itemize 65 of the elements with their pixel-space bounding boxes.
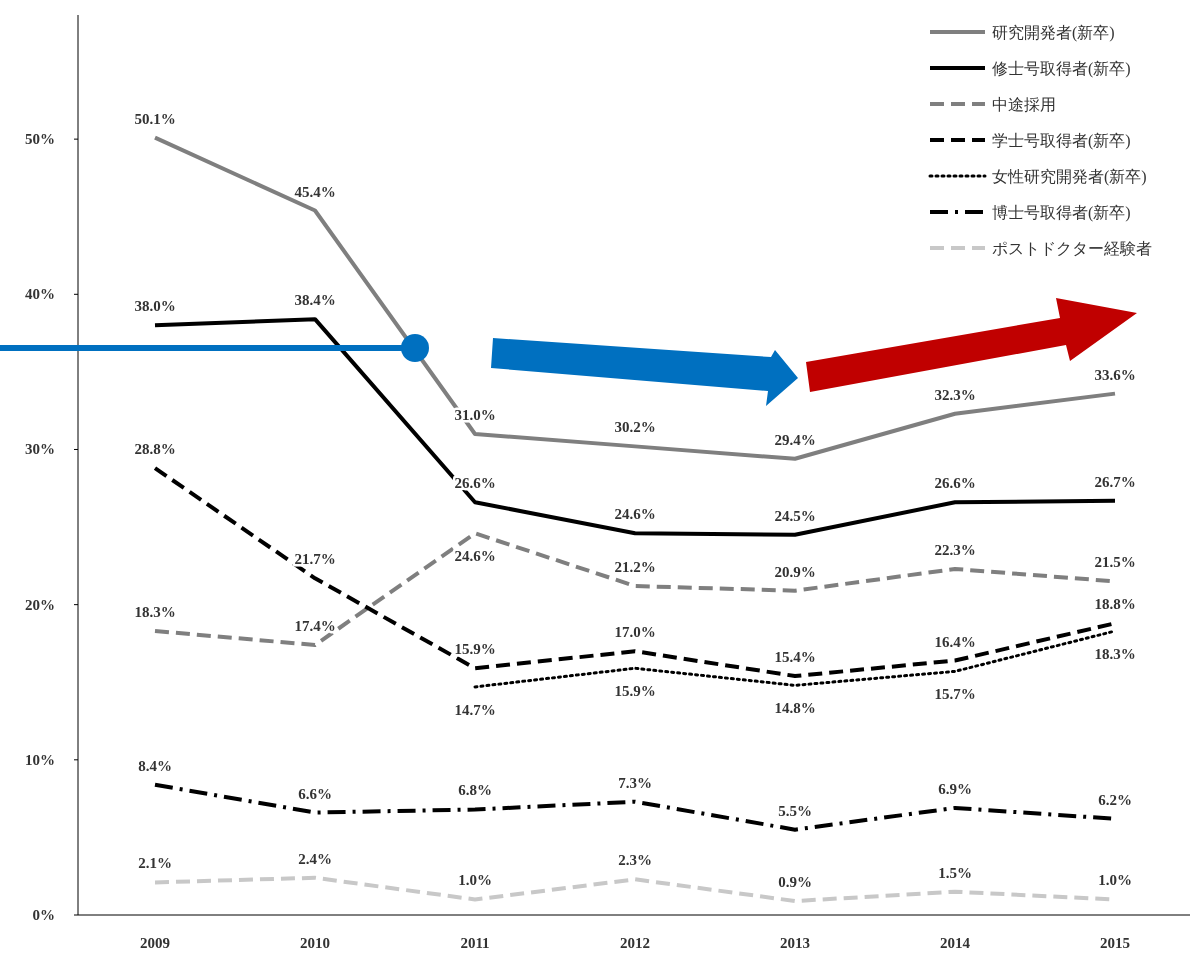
- data-label: 7.3%: [618, 774, 652, 791]
- data-label: 29.4%: [774, 431, 816, 448]
- data-label: 20.9%: [774, 563, 816, 580]
- data-label: 38.0%: [134, 298, 176, 315]
- data-label: 1.5%: [938, 864, 972, 881]
- data-label: 26.6%: [934, 475, 976, 492]
- data-label: 15.7%: [934, 686, 976, 703]
- data-label: 15.4%: [774, 649, 816, 666]
- data-label: 1.0%: [1098, 872, 1132, 889]
- data-label: 6.9%: [938, 780, 972, 797]
- data-label: 0.9%: [778, 874, 812, 891]
- data-label: 8.4%: [138, 757, 172, 774]
- x-tick-label: 2015: [1100, 935, 1130, 951]
- data-label: 14.7%: [454, 701, 496, 718]
- data-label: 6.6%: [298, 785, 332, 802]
- legend-label: 中途採用: [992, 96, 1056, 113]
- data-label: 18.8%: [1094, 596, 1136, 613]
- data-label: 2.4%: [298, 850, 332, 867]
- data-label: 24.6%: [454, 548, 496, 565]
- data-label: 15.9%: [614, 683, 656, 700]
- data-label: 33.6%: [1094, 366, 1136, 383]
- data-label: 28.8%: [134, 441, 176, 458]
- data-label: 24.5%: [774, 507, 816, 524]
- legend-label: 学士号取得者(新卒): [992, 132, 1131, 150]
- data-label: 30.2%: [614, 419, 656, 436]
- data-label: 15.9%: [454, 641, 496, 658]
- data-label: 14.8%: [774, 700, 816, 717]
- x-tick-label: 2012: [620, 935, 650, 951]
- data-label: 21.7%: [294, 551, 336, 568]
- data-label: 21.5%: [1094, 554, 1136, 571]
- x-tick-label: 2011: [460, 935, 490, 951]
- data-label: 1.0%: [458, 872, 492, 889]
- y-tick-label: 0%: [32, 907, 55, 923]
- y-tick-label: 20%: [25, 596, 55, 613]
- data-label: 2.1%: [138, 855, 172, 872]
- y-tick-label: 50%: [25, 131, 55, 148]
- data-label: 26.7%: [1094, 473, 1136, 490]
- x-tick-label: 2010: [300, 935, 330, 951]
- data-label: 45.4%: [294, 183, 336, 200]
- legend-label: 女性研究開発者(新卒): [992, 168, 1147, 186]
- y-tick-label: 40%: [25, 286, 55, 303]
- legend-label: ポストドクター経験者: [992, 240, 1152, 257]
- data-label: 18.3%: [1094, 646, 1136, 663]
- data-label: 21.2%: [614, 559, 656, 576]
- legend-label: 修士号取得者(新卒): [992, 60, 1131, 78]
- data-label: 17.0%: [614, 624, 656, 641]
- data-label: 6.2%: [1098, 791, 1132, 808]
- x-tick-label: 2014: [940, 935, 971, 951]
- data-label: 16.4%: [934, 633, 976, 650]
- legend-label: 研究開発者(新卒): [992, 24, 1115, 42]
- data-label: 24.6%: [614, 506, 656, 523]
- data-label: 22.3%: [934, 541, 976, 558]
- legend-label: 博士号取得者(新卒): [992, 204, 1131, 222]
- data-label: 38.4%: [294, 292, 336, 309]
- x-tick-label: 2009: [140, 935, 170, 951]
- data-label: 6.8%: [458, 782, 492, 799]
- x-tick-label: 2013: [780, 935, 810, 951]
- y-tick-label: 10%: [25, 751, 55, 768]
- data-label: 2.3%: [618, 852, 652, 869]
- data-label: 17.4%: [294, 618, 336, 634]
- data-label: 32.3%: [934, 386, 976, 403]
- data-label: 5.5%: [778, 802, 812, 819]
- data-label: 18.3%: [134, 604, 176, 621]
- y-tick-label: 30%: [25, 441, 55, 458]
- data-label: 50.1%: [134, 110, 176, 127]
